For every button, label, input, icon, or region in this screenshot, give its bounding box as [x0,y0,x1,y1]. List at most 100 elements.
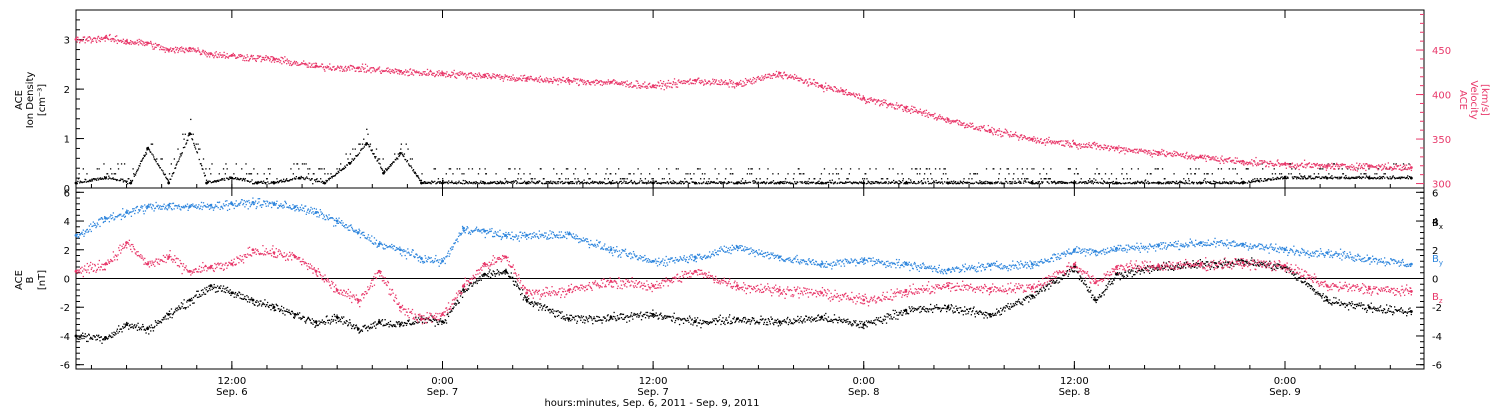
density-dot [1384,177,1386,179]
velocity-dot [602,83,605,85]
velocity-dot [479,75,481,77]
density-dot [908,178,910,180]
velocity-dot [1192,158,1195,160]
density-dot [1391,176,1394,178]
velocity-dot [193,48,195,50]
density-dot [248,173,250,175]
velocity-dot [281,63,283,65]
bx-dot [170,308,173,310]
velocity-dot [1371,166,1373,168]
density-point [188,132,192,136]
velocity-dot [637,82,639,84]
velocity-dot [608,80,610,83]
velocity-dot [250,55,252,57]
velocity-dot [1161,148,1163,151]
density-dot [86,173,88,175]
density-dot [157,163,159,165]
density-dot [536,181,538,184]
density-dot [1024,178,1026,180]
velocity-dot [889,104,891,106]
bx-dot [165,318,167,320]
velocity-dot [1247,162,1249,164]
density-dot [1156,168,1158,170]
velocity-dot [518,77,520,79]
density-dot [715,182,718,184]
velocity-dot [781,75,784,77]
velocity-dot [185,48,188,50]
density-dot [1307,177,1309,179]
density-dot [823,182,825,184]
bx-dot [246,294,248,297]
velocity-dot [551,82,554,84]
velocity-dot [1062,140,1064,142]
density-dot [448,168,450,170]
density-dot [363,138,365,140]
velocity-dot [181,48,183,50]
velocity-dot [1208,156,1210,158]
velocity-dot [201,51,203,53]
density-dot [180,155,182,157]
velocity-dot [869,99,872,101]
density-dot [1137,180,1139,182]
density-dot [188,134,191,136]
velocity-dot [1238,161,1241,164]
density-dot [1084,182,1086,185]
bx-dot [106,338,109,340]
velocity-dot [447,75,449,77]
velocity-dot [227,57,230,59]
velocity-dot [635,85,637,87]
velocity-dot [409,68,411,71]
density-dot [208,180,210,182]
density-dot [889,182,892,184]
density-dot [1242,180,1244,182]
bx-dot [213,283,215,286]
bx-dot [262,303,265,305]
bx-dot [134,326,137,329]
density-dot [570,181,572,183]
density-dot [619,181,621,183]
density-dot [198,158,200,161]
density-dot [306,177,308,180]
velocity-dot [108,34,111,37]
density-dot [537,181,540,183]
density-dot [991,182,994,185]
density-point [348,161,352,165]
velocity-dot [139,41,141,43]
density-dot [1031,168,1033,170]
density-dot [232,178,234,180]
density-dot [716,178,718,180]
velocity-dot [682,80,685,82]
density-dot [957,181,959,183]
density-dot [798,173,801,175]
velocity-dot [1224,158,1226,160]
density-dot [594,181,597,183]
bx-dot [85,336,87,338]
velocity-dot [488,74,491,76]
velocity-dot [699,80,701,82]
density-dot [421,173,423,175]
density-dot [1352,177,1354,179]
density-point [365,142,369,145]
density-dot [571,181,574,183]
velocity-dot [944,118,946,120]
density-dot [896,182,898,184]
velocity-dot [566,78,568,80]
velocity-dot [403,71,406,73]
velocity-dot [1303,159,1306,161]
velocity-dot [782,78,784,80]
velocity-dot [999,133,1002,136]
velocity-dot [1125,147,1127,149]
velocity-dot [1172,155,1174,158]
density-dot [1144,179,1147,181]
velocity-dot [1203,156,1206,158]
velocity-dot [957,123,960,126]
bx-dot [148,333,150,335]
density-dot [371,149,373,151]
velocity-dot [616,81,618,83]
velocity-dot [588,81,590,84]
density-dot [1190,173,1192,175]
density-dot [1384,173,1386,175]
density-dot [217,179,219,181]
velocity-dot [1174,154,1176,157]
bx-dot [290,310,293,313]
